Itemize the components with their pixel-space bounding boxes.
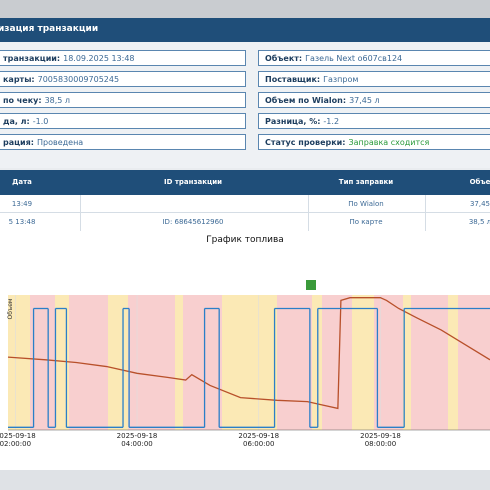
- x-tick-label: 2025-09-18 04:00:00: [116, 432, 158, 448]
- field-label: Поставщик:: [265, 75, 321, 84]
- modal-header: изация транзакции: [0, 18, 490, 42]
- table-body: [0, 195, 490, 231]
- field-value: Газель Next о607св124: [305, 54, 403, 63]
- field-value: Газпром: [323, 75, 359, 84]
- field: Объект: Газель Next о607св124: [258, 50, 490, 66]
- field-label: Объем по Wialon:: [265, 96, 347, 105]
- field-value: 37,45 л: [349, 96, 380, 105]
- field: Объем по Wialon: 37,45 л: [258, 92, 490, 108]
- field-value: 18.09.2025 13:48: [63, 54, 135, 63]
- x-tick-label: 2025-09-18 08:00:00: [360, 432, 401, 448]
- table-cell: 13:49: [11, 200, 33, 208]
- field: Разница, %: -1.2: [258, 113, 490, 129]
- fuel-chart: График топлива Объем: [7, 235, 490, 431]
- field: Статус проверки: Заправка сходится: [258, 134, 490, 150]
- field: транзакции: 18.09.2025 13:48: [0, 50, 246, 66]
- table-cell: 38,5 л: [468, 218, 490, 226]
- field-value: Заправка сходится: [348, 138, 430, 147]
- field-value: 38,5 л: [44, 96, 71, 105]
- field-label: рация:: [3, 138, 34, 147]
- column-header: ID транзакции: [163, 178, 223, 186]
- field-value: Проведена: [37, 138, 84, 147]
- field-label: транзакции:: [3, 54, 61, 63]
- table-cell: 5 13:48: [8, 218, 36, 226]
- field-value: -1.0: [32, 117, 49, 126]
- table-cell: ID: 68645612960: [162, 218, 224, 226]
- field: да, л: -1.0: [0, 113, 246, 129]
- field-label: Объект:: [265, 54, 303, 63]
- field: карты: 7005830009705245: [0, 71, 246, 87]
- field-value: -1.2: [323, 117, 340, 126]
- modal-title: изация транзакции: [0, 24, 99, 34]
- table-cell: По карте: [349, 218, 383, 226]
- footer: [0, 470, 490, 490]
- column-header: Дата: [12, 178, 32, 186]
- field-label: Статус проверки:: [265, 138, 346, 147]
- backdrop: [0, 0, 490, 18]
- field-value: 7005830009705245: [37, 75, 120, 84]
- chart-title: График топлива: [206, 235, 284, 245]
- field: Поставщик: Газпром: [258, 71, 490, 87]
- table-cell: 37,45: [469, 200, 490, 208]
- column-header: Объе: [469, 178, 490, 186]
- y-axis-label: Объем: [7, 299, 14, 320]
- field-label: карты:: [3, 75, 35, 84]
- table-cell: По Wialon: [348, 200, 384, 208]
- x-tick-label: 2025-09-18 06:00:00: [238, 432, 280, 448]
- fuel-icon: [306, 280, 316, 290]
- field: рация: Проведена: [0, 134, 246, 150]
- x-tick-label: 2025-09-18 02:00:00: [0, 432, 36, 448]
- field-label: Разница, %:: [265, 117, 321, 126]
- column-header: Тип заправки: [338, 178, 394, 186]
- field-label: да, л:: [3, 117, 30, 126]
- table-header: [0, 170, 490, 195]
- field: по чеку: 38,5 л: [0, 92, 246, 108]
- field-label: по чеку:: [3, 96, 42, 105]
